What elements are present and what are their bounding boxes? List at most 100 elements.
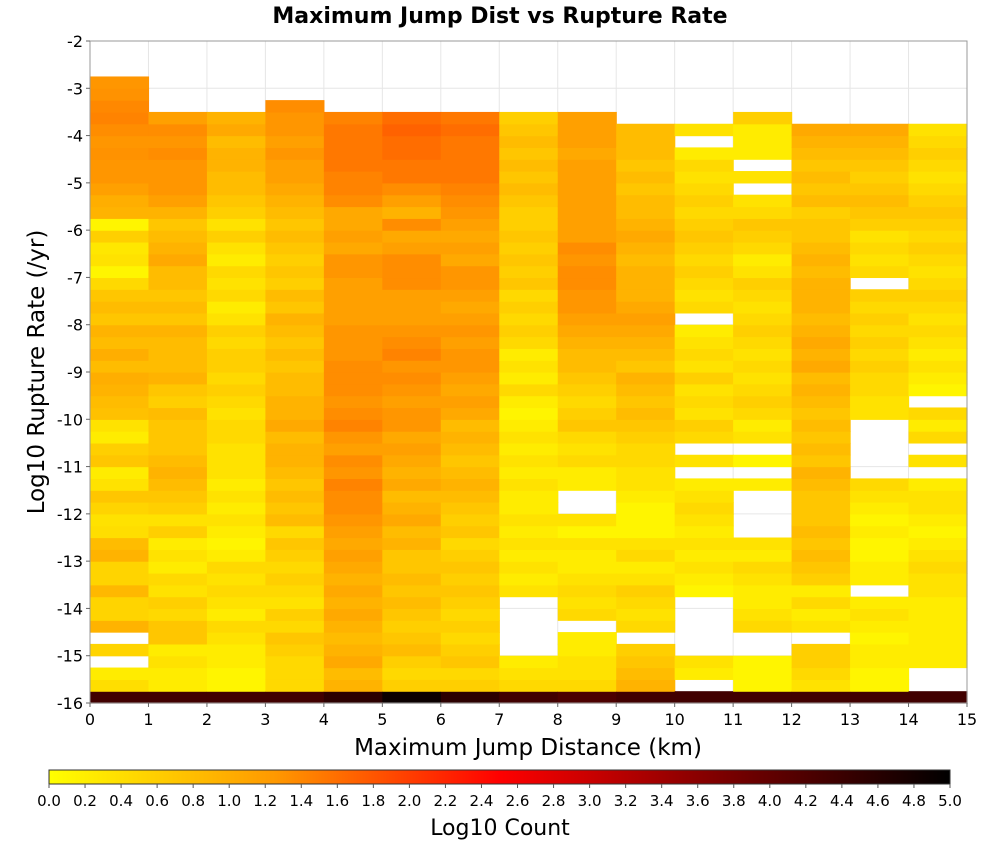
heatmap-cell <box>265 301 325 314</box>
heatmap-cell <box>499 218 559 231</box>
colorbar-tick-label: 2.2 <box>434 792 458 810</box>
heatmap-cell <box>908 561 968 574</box>
heatmap-cell <box>499 324 559 338</box>
heatmap-cell <box>616 608 676 621</box>
heatmap-cell <box>148 655 208 669</box>
x-tick-label: 4 <box>319 710 329 729</box>
heatmap-cell <box>148 383 208 397</box>
heatmap-cell <box>323 549 383 562</box>
heatmap-cell <box>90 218 150 231</box>
heatmap-cell <box>148 277 208 290</box>
heatmap-cell <box>674 336 734 349</box>
heatmap-cell <box>206 572 266 586</box>
heatmap-cell <box>791 667 851 680</box>
heatmap-cell <box>908 643 968 657</box>
heatmap-cell <box>323 490 383 503</box>
heatmap-cell <box>850 537 910 550</box>
heatmap-cell <box>557 407 617 420</box>
heatmap-cell <box>616 454 676 468</box>
heatmap-cell <box>382 596 442 610</box>
heatmap-cell <box>148 324 208 338</box>
colorbar-tick-label: 2.6 <box>506 792 530 810</box>
heatmap-cell <box>908 608 968 621</box>
heatmap-cell <box>733 336 793 349</box>
heatmap-cell <box>90 348 150 361</box>
heatmap-cell <box>733 230 793 243</box>
heatmap-cell <box>265 312 325 326</box>
heatmap-cell <box>616 643 676 657</box>
heatmap-cell <box>265 466 325 479</box>
heatmap-cell <box>499 584 559 598</box>
heatmap-cell <box>908 537 968 550</box>
heatmap-cell <box>90 466 150 479</box>
heatmap-cell <box>323 289 383 302</box>
heatmap-cell <box>206 336 266 349</box>
heatmap-cell <box>791 206 851 219</box>
heatmap-cell <box>90 159 150 172</box>
heatmap-cell <box>616 372 676 385</box>
heatmap-cell <box>557 561 617 574</box>
heatmap-cell <box>733 407 793 420</box>
heatmap-cell <box>440 135 500 148</box>
heatmap-cell <box>791 171 851 184</box>
heatmap-cell <box>557 360 617 373</box>
heatmap-cell <box>90 513 150 527</box>
heatmap-cell <box>440 679 500 692</box>
heatmap-cell <box>791 348 851 361</box>
heatmap-cell <box>265 230 325 243</box>
heatmap-cell <box>499 478 559 491</box>
heatmap-cell <box>206 608 266 621</box>
heatmap-cell <box>733 395 793 409</box>
heatmap-cell <box>265 561 325 574</box>
heatmap-cell <box>616 265 676 279</box>
heatmap-cell <box>908 478 968 491</box>
heatmap-cell <box>557 572 617 586</box>
heatmap-cell <box>850 691 910 704</box>
heatmap-cell <box>206 324 266 338</box>
y-axis-title: Log10 Rupture Rate (/yr) <box>24 230 50 515</box>
heatmap-cell <box>850 206 910 219</box>
heatmap-cell <box>265 513 325 527</box>
heatmap-cell <box>791 608 851 621</box>
heatmap-cell <box>148 596 208 610</box>
heatmap-cell <box>148 442 208 456</box>
heatmap-cell <box>148 289 208 302</box>
heatmap-cell <box>323 395 383 409</box>
heatmap-cell <box>499 655 559 669</box>
heatmap-cell <box>148 348 208 361</box>
heatmap-cell <box>791 561 851 574</box>
heatmap-cell <box>265 135 325 148</box>
heatmap-cell <box>440 348 500 361</box>
heatmap-cell <box>908 171 968 184</box>
x-tick-label: 0 <box>85 710 95 729</box>
heatmap-cell <box>616 572 676 586</box>
heatmap-cell <box>440 466 500 479</box>
heatmap-cell <box>382 383 442 397</box>
heatmap-cell <box>616 502 676 515</box>
colorbar-tick-label: 1.2 <box>253 792 277 810</box>
heatmap-cell <box>323 383 383 397</box>
colorbar-tick-label: 3.6 <box>686 792 710 810</box>
heatmap-cell <box>206 348 266 361</box>
heatmap-cell <box>382 466 442 479</box>
heatmap-cell <box>148 206 208 219</box>
heatmap-cell <box>323 620 383 633</box>
heatmap-cell <box>557 230 617 243</box>
x-axis-ticks: 0 1 2 3 4 5 6 7 8 9 10 11 12 13 14 15 <box>85 703 977 729</box>
heatmap-cell <box>382 572 442 586</box>
heatmap-cell <box>616 549 676 562</box>
heatmap-cell <box>90 691 150 704</box>
heatmap-cell <box>265 608 325 621</box>
heatmap-cell <box>382 442 442 456</box>
heatmap-cell <box>791 182 851 196</box>
heatmap-cell <box>323 525 383 539</box>
heatmap-cell <box>90 372 150 385</box>
heatmap-cell <box>90 194 150 208</box>
heatmap-cell <box>791 277 851 290</box>
heatmap-cell <box>90 395 150 409</box>
heatmap-cell <box>557 159 617 172</box>
heatmap-cell <box>850 289 910 302</box>
heatmap-cell <box>382 312 442 326</box>
heatmap-cell <box>90 502 150 515</box>
heatmap-cell <box>674 182 734 196</box>
